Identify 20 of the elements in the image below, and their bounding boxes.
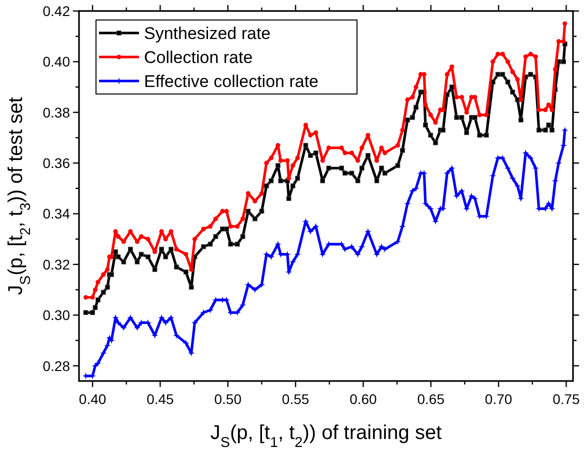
x-tick-label: 0.45 — [146, 391, 174, 407]
y-tick-label: 0.40 — [42, 54, 70, 70]
y-tick-label: 0.30 — [42, 307, 70, 324]
x-axis-title: J$_{S}$(p, [t$_{1}$, t$_{2}$)) of training set — [210, 422, 442, 449]
y-tick-label: 0.36 — [42, 155, 70, 172]
y-tick-label: 0.32 — [42, 256, 70, 272]
legend-label: Synthesized rate — [144, 24, 271, 43]
y-tick-label: 0.28 — [42, 358, 70, 374]
y-tick-label: 0.42 — [42, 3, 70, 19]
x-tick-label: 0.65 — [417, 391, 445, 407]
y-tick-label: 0.38 — [42, 104, 70, 120]
legend-label: Effective collection rate — [144, 72, 318, 91]
x-tick-label: 0.70 — [484, 391, 512, 407]
legend-label: Collection rate — [144, 48, 253, 67]
x-tick-label: 0.40 — [78, 391, 106, 407]
x-tick-label: 0.75 — [552, 391, 580, 407]
y-tick-label: 0.34 — [42, 206, 70, 222]
x-tick-label: 0.50 — [214, 391, 242, 407]
x-tick-label: 0.55 — [282, 391, 310, 407]
x-tick-label: 0.60 — [350, 391, 378, 407]
